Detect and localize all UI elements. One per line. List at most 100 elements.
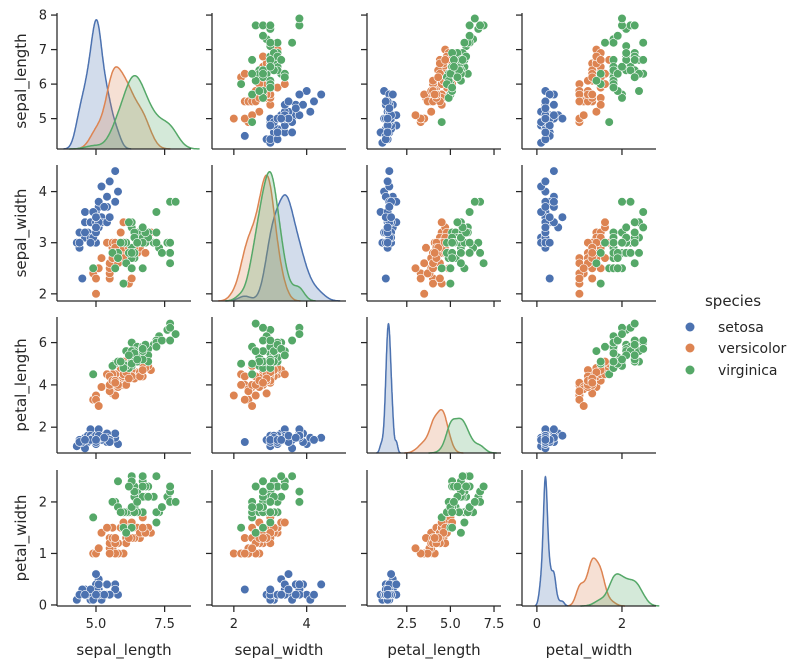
point-virginica (445, 263, 456, 273)
kde-fill-versicolor (404, 409, 464, 453)
point-virginica (591, 346, 602, 356)
point-versicolor (587, 248, 597, 258)
point-virginica (265, 335, 275, 346)
point-virginica (254, 86, 264, 96)
point-virginica (116, 507, 126, 517)
point-virginica (630, 20, 640, 30)
point-virginica (465, 31, 475, 41)
point-virginica (265, 38, 275, 48)
point-virginica (452, 217, 463, 227)
point-setosa (102, 192, 112, 202)
point-versicolor (127, 273, 137, 284)
point-virginica (630, 350, 640, 360)
kde-fill-virginica (69, 75, 200, 149)
point-setosa (549, 110, 559, 120)
x-tick-label: 7.5 (154, 617, 175, 632)
y-tick-label: 4 (39, 378, 47, 393)
point-setosa (240, 131, 250, 141)
point-virginica (591, 258, 602, 268)
point-setosa (549, 197, 559, 207)
point-virginica (171, 197, 181, 207)
kde-line-versicolor (567, 557, 625, 607)
point-versicolor (410, 543, 421, 553)
point-setosa (545, 212, 555, 222)
point-virginica (151, 342, 161, 352)
point-virginica (258, 323, 268, 333)
point-virginica (604, 117, 614, 127)
point-virginica (251, 528, 261, 538)
point-virginica (447, 253, 457, 263)
point-virginica (608, 348, 619, 358)
point-setosa (105, 212, 115, 222)
kde-line-virginica (225, 171, 316, 302)
point-versicolor (574, 289, 585, 299)
y-tick-label: 2 (39, 421, 47, 436)
point-virginica (445, 279, 456, 289)
point-setosa (383, 222, 393, 232)
point-virginica (475, 248, 485, 258)
point-setosa (80, 435, 90, 445)
kde-line-virginica (580, 573, 660, 607)
point-virginica (287, 471, 297, 481)
point-versicolor (110, 533, 120, 543)
point-setosa (381, 273, 391, 284)
point-virginica (625, 65, 636, 75)
point-setosa (549, 100, 559, 110)
point-setosa (99, 590, 109, 600)
point-virginica (258, 476, 268, 486)
point-versicolor (416, 273, 426, 284)
legend: species setosa versicolor virginica (685, 292, 787, 379)
point-virginica (458, 55, 468, 65)
point-virginica (613, 335, 623, 346)
point-setosa (309, 435, 319, 445)
point-versicolor (437, 217, 447, 227)
point-versicolor (579, 263, 589, 273)
kde-fill-versicolor (567, 558, 625, 606)
point-versicolor (596, 100, 606, 110)
point-setosa (545, 89, 555, 100)
point-virginica (247, 369, 257, 379)
point-versicolor (421, 243, 431, 253)
point-virginica (630, 217, 640, 227)
point-virginica (294, 497, 305, 507)
point-virginica (165, 258, 175, 268)
point-virginica (437, 263, 447, 273)
point-virginica (625, 197, 636, 207)
point-virginica (247, 117, 257, 127)
point-setosa (283, 569, 294, 579)
point-versicolor (587, 89, 597, 100)
point-virginica (479, 481, 489, 492)
point-virginica (452, 481, 463, 492)
point-versicolor (138, 523, 148, 533)
point-virginica (280, 72, 290, 82)
panel-petal_length-vs-sepal_length: 2 4 6 (39, 317, 191, 459)
point-versicolor (419, 289, 429, 299)
point-virginica (456, 258, 466, 268)
point-virginica (287, 335, 297, 346)
point-virginica (251, 319, 261, 329)
point-virginica (124, 350, 134, 360)
kde-fill-setosa (63, 19, 132, 149)
point-setosa (384, 166, 394, 176)
point-virginica (113, 253, 123, 263)
point-virginica (613, 253, 623, 263)
point-virginica (165, 335, 175, 346)
point-virginica (113, 476, 123, 486)
point-virginica (165, 238, 175, 248)
point-versicolor (240, 548, 250, 559)
point-virginica (132, 497, 142, 507)
point-virginica (470, 497, 480, 507)
point-setosa (309, 96, 319, 106)
point-setosa (276, 435, 286, 445)
point-versicolor (430, 533, 440, 543)
point-virginica (132, 238, 142, 248)
point-virginica (638, 207, 648, 217)
point-virginica (447, 82, 457, 93)
kde-fill-virginica (225, 171, 316, 301)
point-virginica (247, 502, 257, 512)
point-setosa (305, 107, 315, 117)
point-virginica (157, 335, 167, 346)
point-virginica (247, 359, 257, 369)
point-virginica (600, 342, 610, 352)
